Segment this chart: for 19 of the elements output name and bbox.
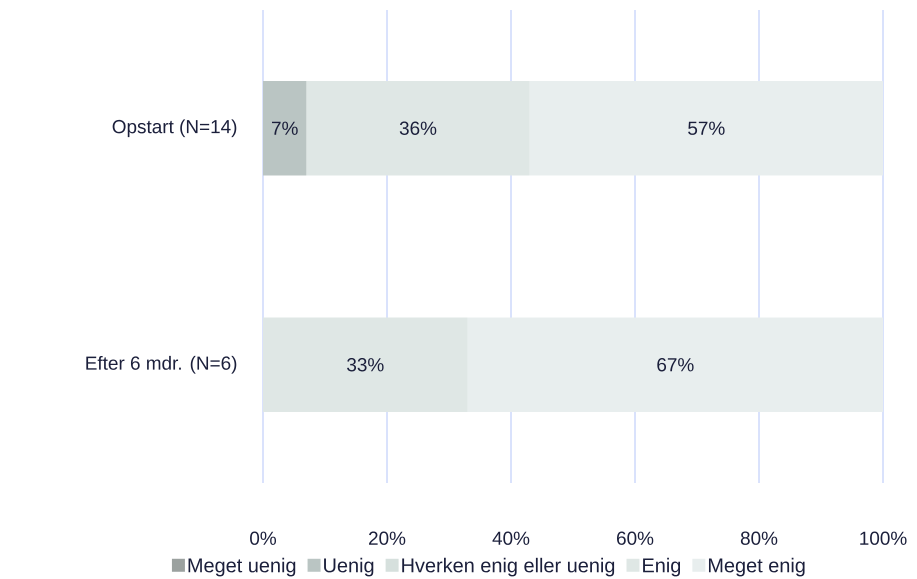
data-label: 33%	[347, 358, 384, 372]
y-tick-label: Efter 6 mdr. (N=6)	[86, 356, 236, 374]
x-tick-label: 80%	[740, 532, 778, 545]
x-tick-label: 100%	[860, 532, 907, 545]
data-label: 36%	[400, 122, 436, 135]
y-tick-label: Opstart (N=14)	[112, 119, 236, 138]
x-tick-label: 20%	[369, 532, 406, 545]
x-tick-label: 60%	[617, 532, 654, 545]
legend-label: Uenig	[324, 558, 374, 576]
legend-label: Meget uenig	[188, 558, 296, 576]
bar	[263, 80, 306, 176]
legend-label: Hverken enig eller uenig	[402, 558, 614, 576]
data-label: 7%	[272, 122, 298, 135]
x-tick-label: 40%	[492, 532, 530, 545]
x-tick-label: 0%	[250, 532, 276, 545]
data-label: 67%	[657, 358, 694, 372]
legend-label: Meget enig	[708, 558, 805, 576]
legend-label: Enig	[643, 558, 680, 576]
data-label: 57%	[688, 122, 725, 135]
